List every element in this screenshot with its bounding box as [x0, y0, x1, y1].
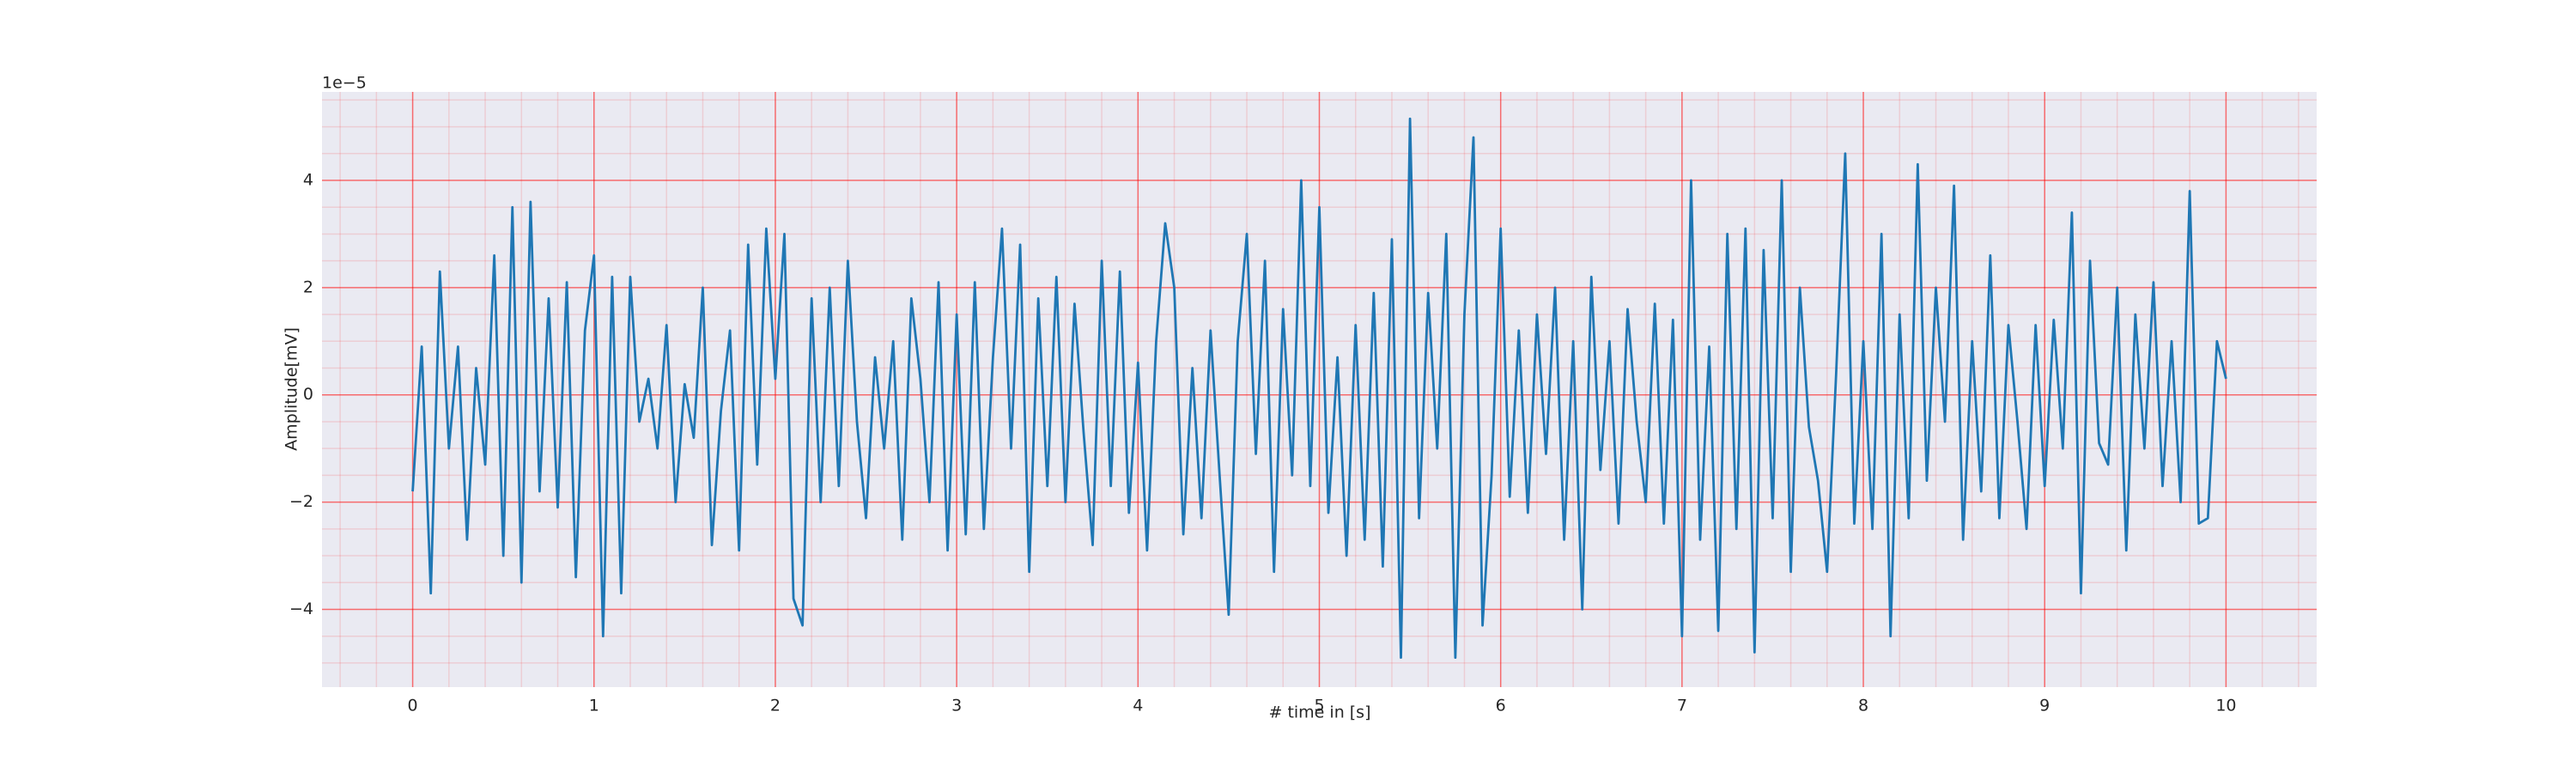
signal-line	[411, 117, 2227, 660]
y-axis-label: Amplitude[mV]	[283, 327, 301, 451]
y-tick-label: 4	[303, 171, 313, 190]
y-tick-label: −4	[289, 600, 313, 618]
x-tick-label: 7	[1677, 697, 1687, 715]
x-tick-label: 9	[2039, 697, 2050, 715]
x-tick-label: 6	[1496, 697, 1506, 715]
x-tick-label: 10	[2215, 697, 2236, 715]
x-axis-label: # time in [s]	[1268, 703, 1370, 722]
y-tick-label: 0	[303, 385, 313, 404]
x-tick-label: 4	[1133, 697, 1143, 715]
y-tick-label: 2	[303, 277, 313, 296]
y-tick-label: −2	[289, 492, 313, 511]
x-tick-label: 1	[589, 697, 599, 715]
x-tick-label: 2	[770, 697, 781, 715]
x-tick-label: 0	[408, 697, 418, 715]
offset-label: 1e−5	[322, 74, 367, 93]
x-tick-label: 5	[1314, 697, 1324, 715]
x-tick-label: 8	[1858, 697, 1868, 715]
x-tick-label: 3	[951, 697, 962, 715]
